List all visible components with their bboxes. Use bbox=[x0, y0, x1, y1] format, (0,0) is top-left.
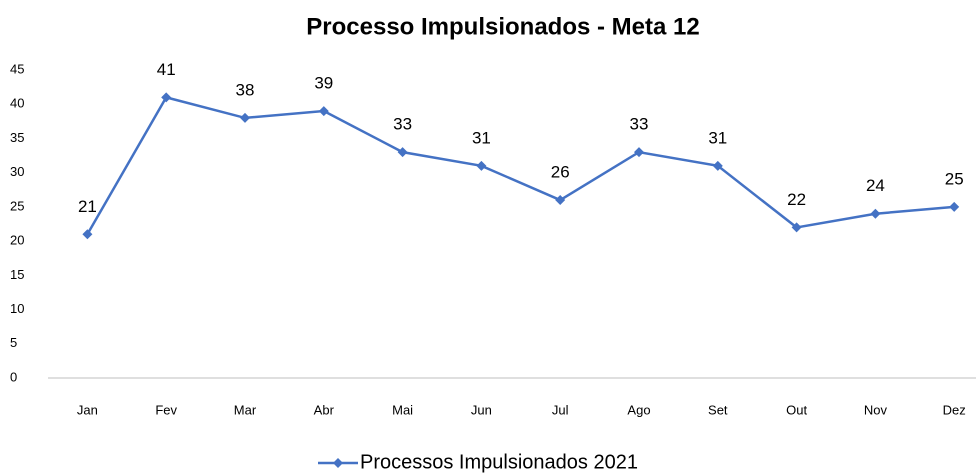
x-tick-label: Jun bbox=[471, 402, 492, 417]
data-label: 33 bbox=[630, 115, 649, 134]
y-tick-label: 15 bbox=[10, 267, 24, 282]
y-tick-label: 10 bbox=[10, 301, 24, 316]
marker bbox=[555, 195, 566, 206]
marker bbox=[240, 112, 250, 123]
x-tick-label: Dez bbox=[943, 402, 966, 417]
y-tick-label: 0 bbox=[10, 369, 17, 384]
data-label: 26 bbox=[551, 163, 570, 182]
data-label: 38 bbox=[236, 80, 255, 99]
y-tick-label: 20 bbox=[10, 233, 24, 248]
marker bbox=[949, 201, 960, 212]
data-label: 24 bbox=[866, 176, 885, 195]
legend-marker bbox=[333, 458, 343, 468]
data-label: 31 bbox=[472, 128, 491, 147]
data-label: 41 bbox=[157, 60, 176, 79]
chart-title: Processo Impulsionados - Meta 12 bbox=[306, 13, 699, 40]
x-tick-label: Abr bbox=[314, 402, 335, 417]
x-tick-label: Mar bbox=[234, 402, 257, 417]
legend-label: Processos Impulsionados 2021 bbox=[360, 451, 638, 473]
marker bbox=[397, 147, 408, 158]
marker bbox=[476, 160, 487, 171]
x-tick-label: Out bbox=[786, 402, 807, 417]
data-label: 25 bbox=[945, 169, 964, 188]
data-label: 31 bbox=[708, 128, 727, 147]
y-tick-label: 35 bbox=[10, 130, 24, 145]
y-tick-label: 45 bbox=[10, 61, 24, 76]
x-tick-label: Set bbox=[708, 402, 728, 417]
x-tick-label: Mai bbox=[392, 402, 413, 417]
marker bbox=[634, 147, 644, 158]
marker bbox=[82, 229, 93, 240]
y-tick-label: 25 bbox=[10, 198, 24, 213]
marker bbox=[318, 106, 329, 117]
y-tick-label: 5 bbox=[10, 335, 17, 350]
data-label: 22 bbox=[787, 190, 806, 209]
y-tick-label: 30 bbox=[10, 164, 24, 179]
data-label: 21 bbox=[78, 197, 97, 216]
marker bbox=[870, 208, 881, 219]
marker bbox=[712, 160, 723, 171]
marker bbox=[161, 92, 172, 103]
data-label: 39 bbox=[314, 74, 333, 93]
series-line bbox=[86, 95, 955, 235]
x-tick-label: Ago bbox=[627, 402, 650, 417]
data-label: 33 bbox=[393, 115, 412, 134]
x-tick-label: Jan bbox=[77, 402, 98, 417]
marker bbox=[791, 222, 802, 233]
x-tick-label: Fev bbox=[155, 402, 177, 417]
x-tick-label: Nov bbox=[864, 402, 888, 417]
y-tick-label: 40 bbox=[10, 96, 24, 111]
x-tick-label: Jul bbox=[552, 402, 569, 417]
